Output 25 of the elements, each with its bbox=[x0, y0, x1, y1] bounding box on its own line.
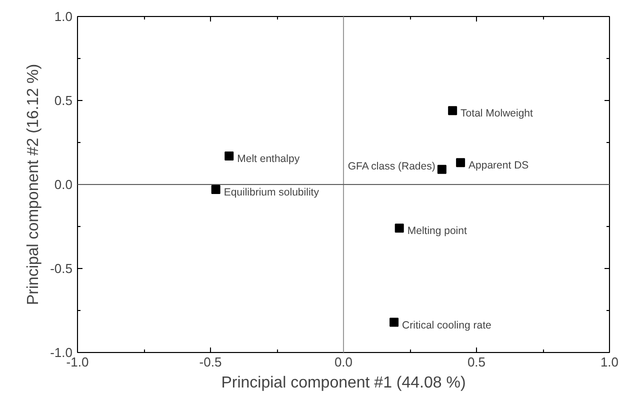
point bbox=[456, 158, 466, 168]
x-axis-title: Principial component #1 (44.08 %) bbox=[221, 374, 466, 392]
point bbox=[448, 106, 458, 116]
annotation: Total Molweight bbox=[460, 108, 534, 120]
y-tick-label: 0.0 bbox=[54, 177, 73, 192]
annotation: Critical cooling rate bbox=[402, 319, 492, 332]
x-tick-label: 0.5 bbox=[467, 354, 486, 370]
annotation: Equilibrium solubility bbox=[224, 186, 320, 199]
y-tick-label: -0.5 bbox=[50, 261, 73, 276]
y-tick-label: 1.0 bbox=[54, 9, 73, 24]
point bbox=[211, 185, 220, 194]
point bbox=[224, 151, 234, 160]
y-tick-label: -1.0 bbox=[50, 345, 73, 360]
annotation: Melt enthalpy bbox=[237, 152, 300, 165]
x-tick-label: 0.0 bbox=[334, 354, 353, 370]
x-tick-label: 1.0 bbox=[600, 354, 619, 370]
point bbox=[437, 164, 446, 174]
y-axis-title: Principal component #2 (16.12 %) bbox=[25, 64, 42, 306]
point bbox=[394, 224, 404, 233]
annotation: Melting point bbox=[407, 225, 467, 238]
annotation: GFA class (Rades) bbox=[348, 160, 436, 172]
annotation: Apparent DS bbox=[468, 160, 529, 172]
x-tick-label: -0.5 bbox=[199, 354, 222, 370]
point bbox=[390, 318, 399, 327]
y-tick-label: 0.5 bbox=[54, 93, 73, 108]
